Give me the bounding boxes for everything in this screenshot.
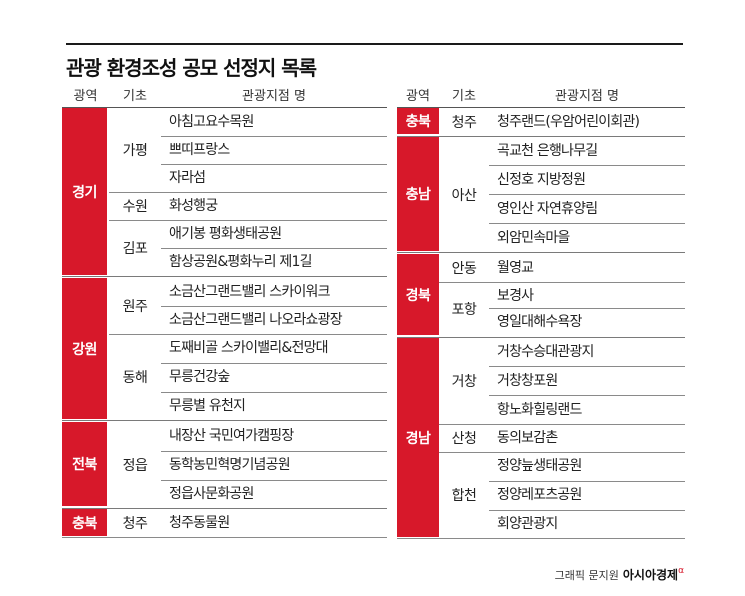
row-divider (161, 451, 387, 452)
site-cell: 회양관광지 (497, 516, 558, 532)
city-cell: 청주 (451, 115, 477, 131)
city-cell: 원주 (122, 299, 148, 315)
site-cell: 청주동물원 (169, 515, 230, 531)
top-rule (66, 43, 683, 45)
credit-text: 그래픽 문지원 (554, 569, 619, 582)
row-divider (161, 392, 387, 393)
site-cell: 거창수승대관광지 (497, 344, 594, 360)
header-city: 기초 (452, 89, 476, 104)
header-divider (62, 107, 387, 108)
site-cell: 청주랜드(우암어린이회관) (497, 114, 640, 130)
site-cell: 애기봉 평화생태공원 (169, 226, 282, 242)
row-divider (161, 363, 387, 364)
site-cell: 정양늪생태공원 (497, 458, 582, 474)
row-divider (161, 136, 387, 137)
region-cell: 전북 (62, 422, 107, 506)
site-cell: 화성행궁 (169, 198, 218, 214)
region-cell: 경기 (62, 108, 107, 275)
site-cell: 자라섬 (169, 170, 206, 186)
row-divider (62, 276, 387, 277)
header-site: 관광지점 명 (555, 89, 619, 104)
row-divider (161, 306, 387, 307)
city-cell: 합천 (451, 488, 477, 504)
row-divider (489, 481, 685, 482)
city-cell: 청주 (122, 516, 148, 532)
city-cell: 정읍 (122, 458, 148, 474)
row-divider (489, 165, 685, 166)
row-divider (489, 510, 685, 511)
header-city: 기초 (123, 89, 147, 104)
site-cell: 도째비골 스카이밸리&전망대 (169, 340, 329, 356)
row-divider (489, 395, 685, 396)
site-cell: 월영교 (497, 260, 534, 276)
row-divider (397, 252, 685, 253)
site-cell: 아침고요수목원 (169, 114, 254, 130)
site-cell: 신정호 지방정원 (497, 172, 586, 188)
header-site: 관광지점 명 (242, 89, 306, 104)
site-cell: 무릉별 유천지 (169, 398, 246, 414)
site-cell: 외암민속마을 (497, 230, 570, 246)
row-divider (161, 164, 387, 165)
row-divider (489, 194, 685, 195)
publisher-mark-icon: α (678, 566, 684, 576)
row-divider (109, 334, 387, 335)
city-cell: 거창 (451, 374, 477, 390)
header-divider (397, 107, 685, 108)
site-cell: 함상공원&평화누리 제1길 (169, 254, 312, 270)
city-cell: 산청 (451, 431, 477, 447)
site-cell: 곡교천 은행나무길 (497, 143, 598, 159)
row-divider (161, 248, 387, 249)
city-cell: 아산 (451, 187, 477, 204)
region-cell: 충북 (397, 108, 439, 134)
region-cell: 경남 (397, 338, 439, 537)
row-divider (397, 136, 685, 137)
site-cell: 영인산 자연휴양림 (497, 201, 598, 217)
region-cell: 충북 (62, 509, 107, 536)
site-cell: 소금산그랜드밸리 스카이워크 (169, 284, 331, 300)
city-cell: 가평 (122, 143, 148, 159)
site-cell: 영일대해수욕장 (497, 314, 582, 330)
site-cell: 거창창포원 (497, 373, 558, 389)
site-cell: 항노화힐링랜드 (497, 402, 582, 418)
site-cell: 정읍사문화공원 (169, 486, 254, 502)
row-divider (109, 220, 387, 221)
city-cell: 수원 (122, 199, 148, 215)
row-divider (439, 452, 685, 453)
row-divider (489, 366, 685, 367)
row-divider (439, 424, 685, 425)
site-cell: 정양레포츠공원 (497, 487, 582, 503)
row-divider (489, 223, 685, 224)
site-cell: 동학농민혁명기념공원 (169, 457, 291, 473)
row-divider (439, 282, 685, 283)
site-cell: 쁘띠프랑스 (169, 142, 230, 158)
row-divider (489, 308, 685, 309)
page-title: 관광 환경조성 공모 선정지 목록 (66, 56, 317, 80)
row-divider (62, 508, 387, 509)
city-cell: 포항 (451, 302, 477, 318)
city-cell: 동해 (122, 370, 148, 386)
site-cell: 보경사 (497, 288, 534, 304)
graphic-credit: 그래픽 문지원 아시아경제α (555, 566, 684, 583)
header-region: 광역 (73, 89, 98, 104)
row-divider (109, 192, 387, 193)
region-cell: 경북 (397, 254, 439, 335)
row-divider (161, 480, 387, 481)
site-cell: 무릉건강숲 (169, 369, 230, 385)
row-divider (397, 538, 685, 539)
site-cell: 내장산 국민여가캠핑장 (169, 428, 294, 444)
publisher-logo: 아시아경제 (622, 568, 679, 582)
header-region: 광역 (406, 89, 430, 104)
row-divider (62, 420, 387, 421)
region-cell: 강원 (62, 278, 107, 419)
city-cell: 안동 (451, 261, 477, 277)
site-cell: 소금산그랜드밸리 나오라쇼광장 (169, 312, 343, 328)
city-cell: 김포 (122, 241, 148, 257)
row-divider (62, 537, 387, 538)
row-divider (397, 337, 685, 338)
site-cell: 동의보감촌 (497, 430, 558, 446)
region-cell: 충남 (397, 137, 439, 251)
